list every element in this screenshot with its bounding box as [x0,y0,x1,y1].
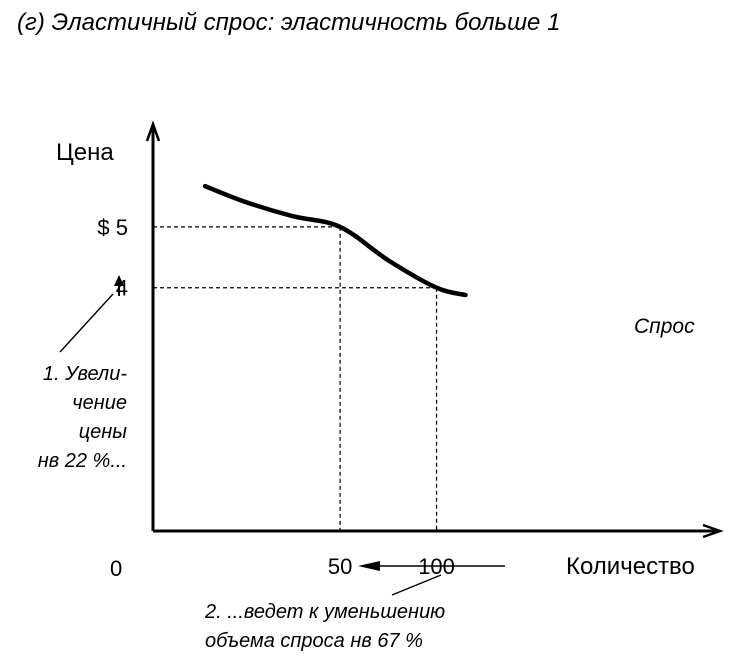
x-axis-label: Количество [566,553,695,580]
quantity-note-line-2: объема спроса нв 67 % [205,630,423,652]
guide-lines [153,226,438,531]
price-note-leader [59,293,114,353]
price-note-line-2: чение [72,392,127,414]
price-note-line-4: нв 22 %... [38,450,127,472]
origin-label: 0 [110,556,122,581]
chart-title: (г) Эластичный спрос: эластичность больш… [17,9,560,36]
price-note-line-3: цены [79,421,128,443]
x-tick-label-50: 50 [328,554,352,579]
annotations: 1. Увели-чение цены нв 22 %... 2. ...ведет … [38,275,505,652]
x-axis-arrowhead [702,523,724,539]
demand-curve-line [202,183,468,298]
demand-curve [202,183,468,298]
quantity-note-leader [391,574,442,596]
y-axis-arrowhead [145,120,161,142]
series-label-demand: Спрос [634,315,695,338]
price-note-line-1: 1. Увели- [43,363,127,385]
y-tick-label-5: $ 5 [97,215,128,240]
axes [145,120,724,539]
quantity-note-line-1: 2. ...ведет к уменьшению [204,601,445,623]
y-axis-label: Цена [56,139,114,166]
quantity-decrease-arrowhead [358,561,380,571]
price-increase-arrowhead [114,275,124,286]
